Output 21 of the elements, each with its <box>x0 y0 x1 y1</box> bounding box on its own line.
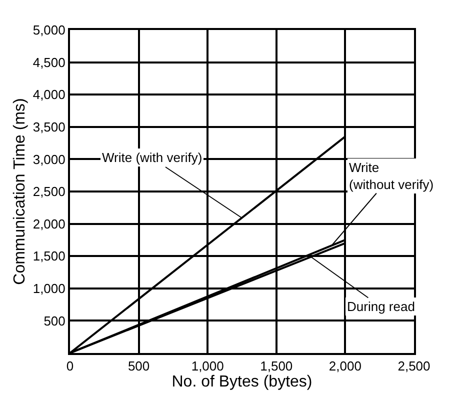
y-tick-label: 4,000 <box>32 87 66 102</box>
x-axis-title: No. of Bytes (bytes) <box>172 374 312 391</box>
y-axis-title: Communication Time (ms) <box>11 98 28 285</box>
y-tick-label: 1,000 <box>32 280 66 296</box>
x-tick-label: 2,000 <box>328 358 362 374</box>
x-tick-label: 0 <box>66 358 74 374</box>
y-tick-label: 3,000 <box>32 152 66 167</box>
x-tick-label: 2,500 <box>398 358 430 374</box>
x-tick-label: 1,500 <box>260 358 293 374</box>
x-tick-label: 1,000 <box>191 358 224 374</box>
y-tick-label: 2,000 <box>32 216 66 232</box>
annotation: During read <box>347 299 415 314</box>
y-tick-label: 1,500 <box>32 248 66 264</box>
x-tick-label: 500 <box>128 358 150 374</box>
y-tick-label: 2,500 <box>32 184 66 200</box>
annotation: Write (with verify) <box>102 150 202 165</box>
y-tick-label: 500 <box>44 313 66 328</box>
y-tick-label: 3,500 <box>32 119 66 134</box>
y-tick-label: 4,500 <box>32 54 66 70</box>
annotation: Write (without verify) <box>349 160 434 192</box>
y-tick-label: 5,000 <box>32 22 66 38</box>
